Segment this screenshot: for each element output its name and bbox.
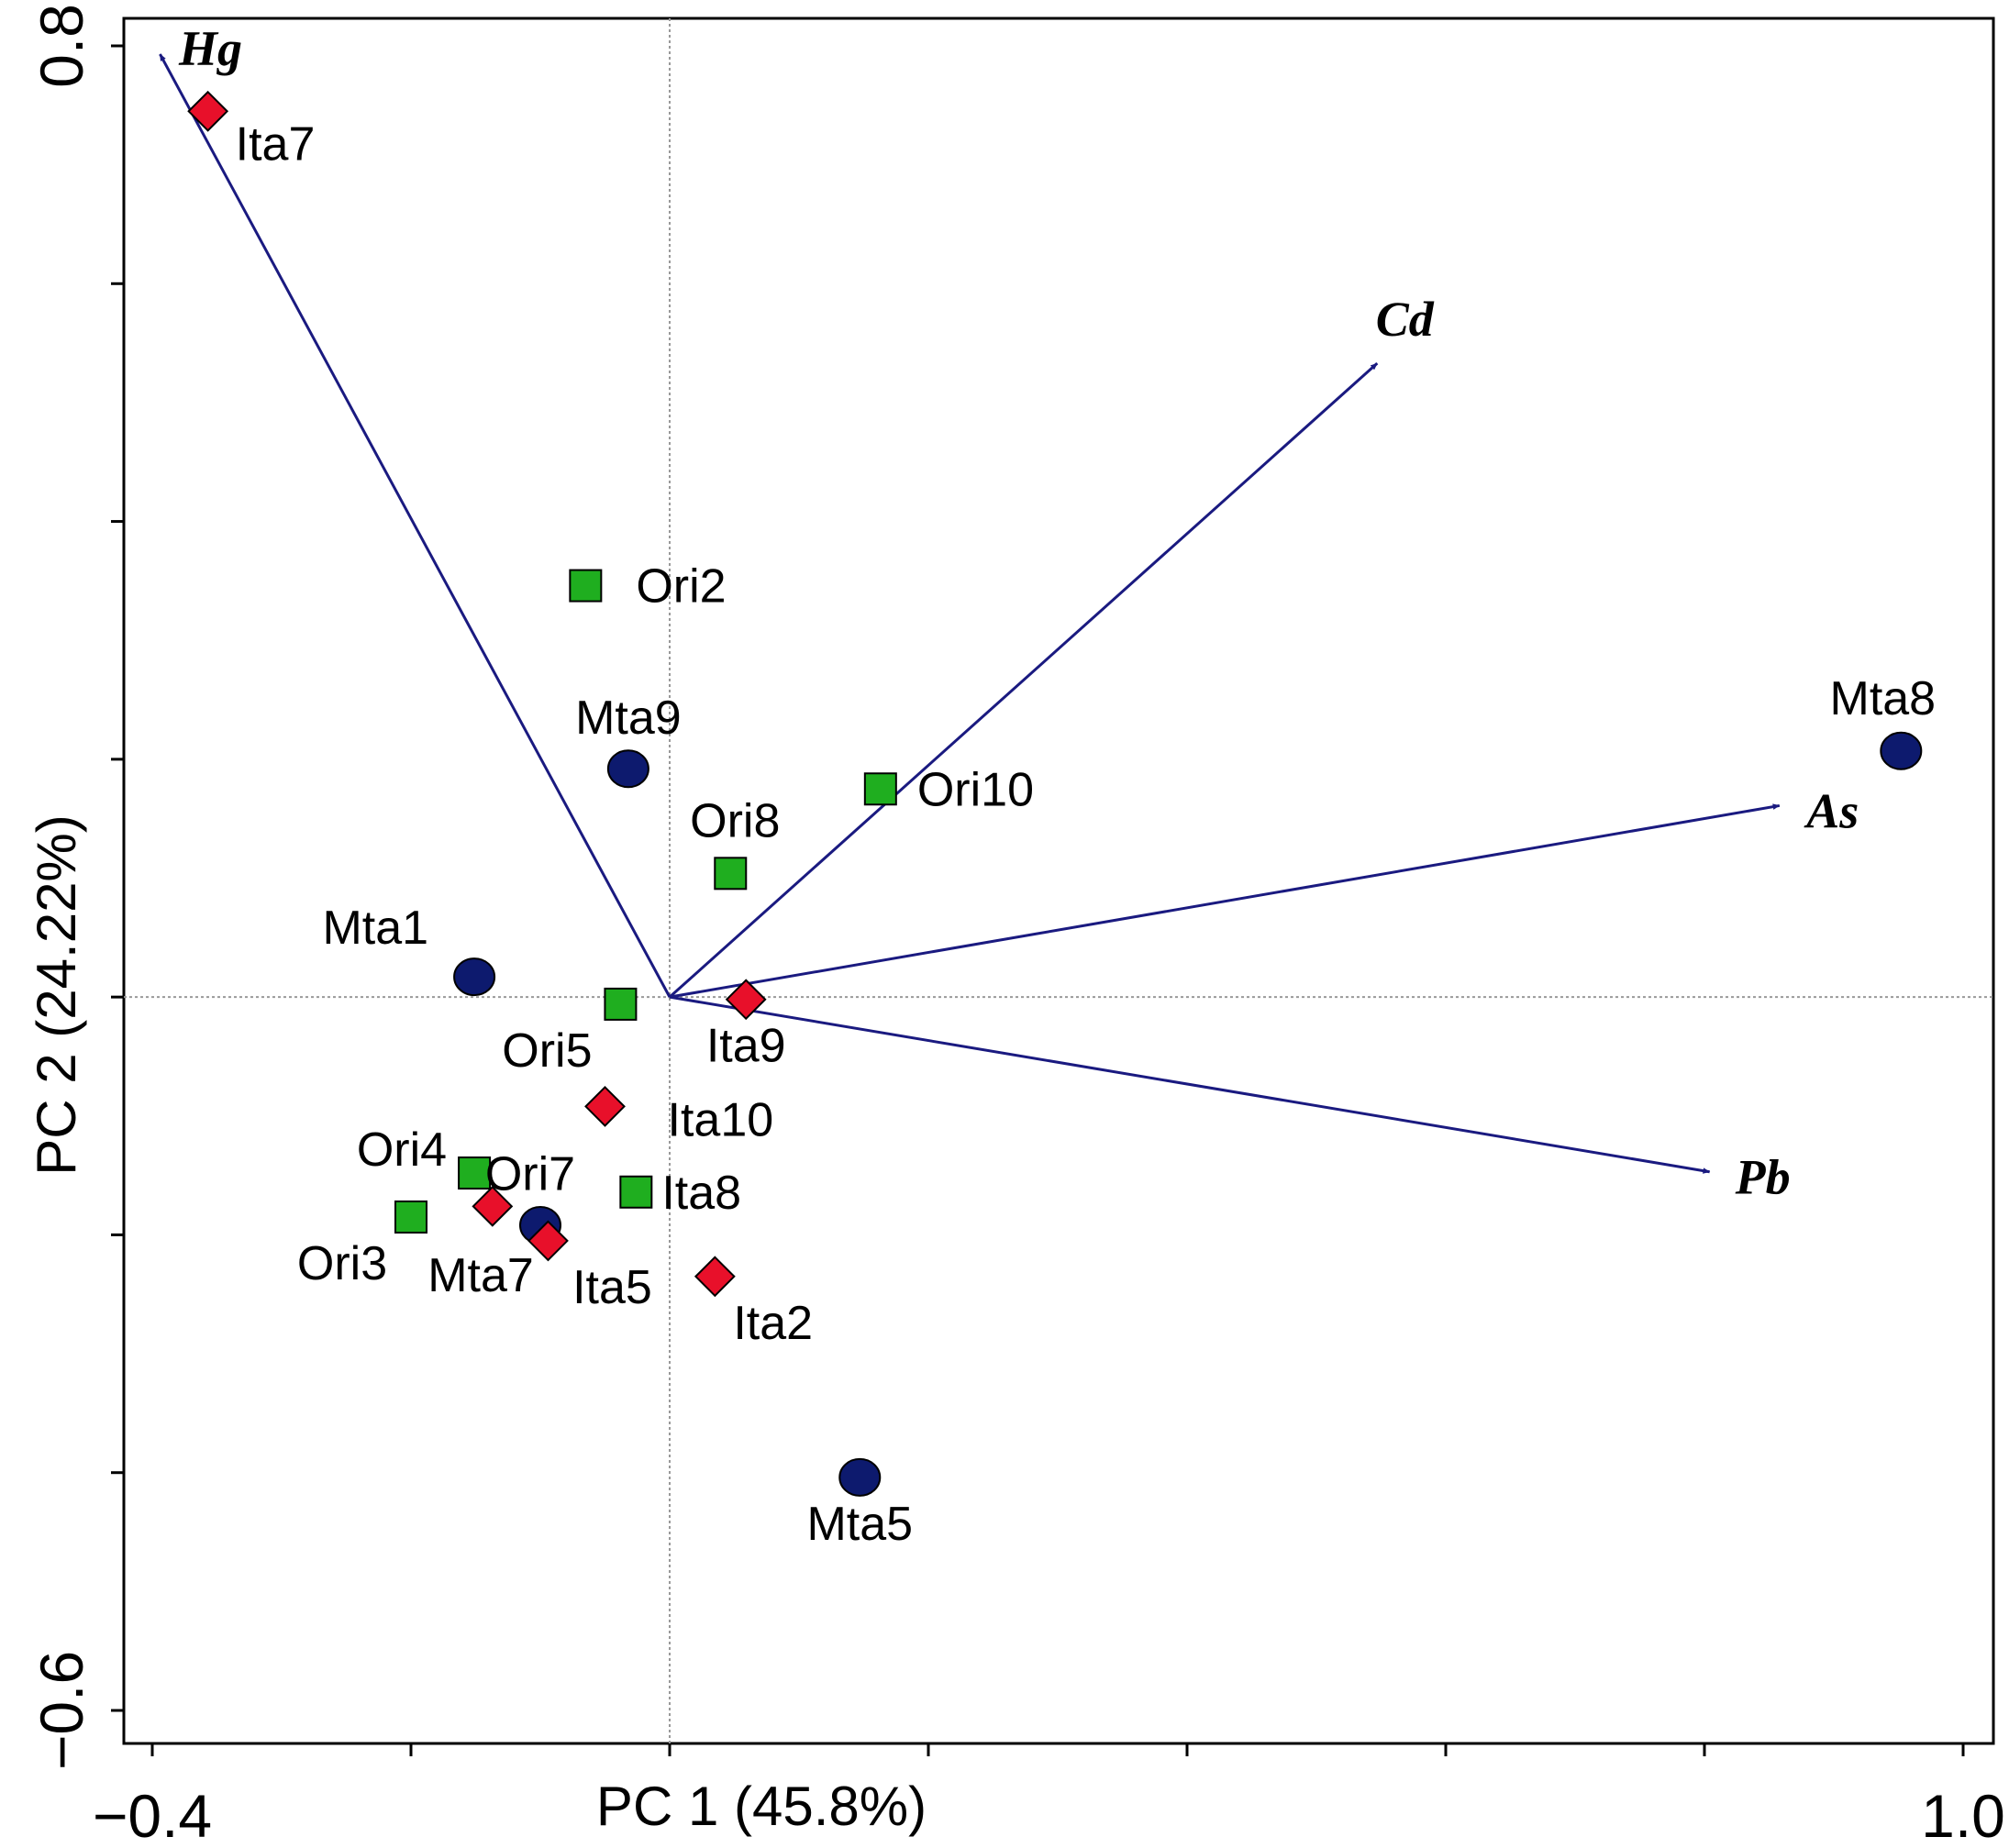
point-ita8 <box>619 1175 653 1209</box>
vector-arrow-hg <box>159 53 672 998</box>
point-ita10 <box>584 1086 626 1127</box>
x-axis-title: PC 1 (45.8%) <box>596 1776 927 1837</box>
vector-label-hg: Hg <box>178 21 242 76</box>
label-ori5: Ori5 <box>502 1024 592 1078</box>
vector-label-pb: Pb <box>1735 1150 1791 1205</box>
point-ori8 <box>714 857 748 891</box>
point-ori5 <box>604 987 638 1021</box>
y-axis-title: PC 2 (24.22%) <box>26 814 87 1176</box>
point-ita2 <box>694 1256 736 1298</box>
point-ita7 <box>187 90 229 132</box>
x-tick-label: 1.0 <box>1921 1782 2005 1848</box>
label-ori7: Ori7 <box>485 1147 575 1201</box>
point-mta8 <box>1880 731 1923 770</box>
label-mta9: Mta9 <box>575 692 682 745</box>
point-ori3 <box>394 1200 427 1234</box>
x-tick-label: −0.4 <box>93 1782 212 1848</box>
label-ori8: Ori8 <box>690 794 780 847</box>
label-ori3: Ori3 <box>297 1237 387 1290</box>
point-mta9 <box>606 749 649 789</box>
point-mta5 <box>838 1457 882 1497</box>
plot-frame <box>122 17 1995 1745</box>
label-mta1: Mta1 <box>322 902 428 955</box>
point-ori10 <box>863 772 897 806</box>
label-ori10: Ori10 <box>917 763 1034 816</box>
label-ita9: Ita9 <box>706 1020 786 1073</box>
label-ita5: Ita5 <box>572 1261 652 1314</box>
label-ita2: Ita2 <box>733 1297 813 1350</box>
vector-arrow-cd <box>668 362 1379 999</box>
vector-arrow-as <box>669 803 1781 999</box>
y-tick-label: 0.8 <box>28 4 95 88</box>
y-tick-label: −0.6 <box>28 1651 95 1770</box>
vector-label-as: As <box>1804 783 1859 838</box>
label-ita10: Ita10 <box>668 1093 774 1146</box>
point-ori2 <box>569 569 603 603</box>
point-ori4 <box>458 1156 492 1190</box>
label-ori4: Ori4 <box>357 1123 447 1177</box>
vector-label-cd: Cd <box>1376 292 1435 347</box>
label-ori2: Ori2 <box>636 560 726 614</box>
point-ita9 <box>725 979 767 1021</box>
point-ita5 <box>527 1220 569 1262</box>
label-mta5: Mta5 <box>806 1498 913 1551</box>
point-mta1 <box>453 957 496 997</box>
vector-arrow-pb <box>669 995 1711 1174</box>
label-mta7: Mta7 <box>427 1249 534 1302</box>
label-ita8: Ita8 <box>661 1167 741 1220</box>
point-ori7 <box>472 1185 514 1227</box>
label-mta8: Mta8 <box>1830 672 1937 725</box>
label-ita7: Ita7 <box>236 117 316 171</box>
